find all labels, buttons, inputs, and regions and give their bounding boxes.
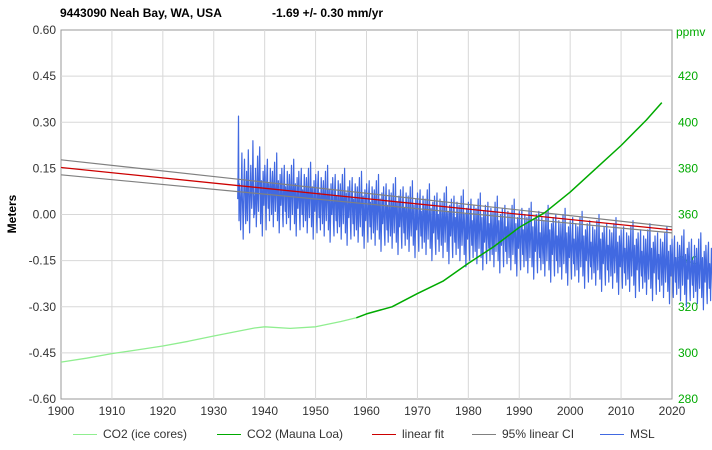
y-tick-label: 0.15 [33, 161, 57, 175]
x-tick-label: 2000 [557, 404, 584, 418]
y-tick-label: -0.15 [29, 254, 57, 268]
y-tick-label: 0.30 [33, 115, 57, 129]
series-line-ci [60, 159, 673, 228]
y-axis-label: Meters [5, 194, 19, 233]
x-tick-label: 1980 [455, 404, 482, 418]
x-tick-label: 1900 [48, 404, 75, 418]
x-axis: 1900 1910 1920 1930 1940 1950 1960 1970 1980 1990… [48, 404, 686, 418]
y2-axis-label: ppmv [676, 25, 705, 39]
y-tick-label: 0.45 [33, 69, 57, 83]
series-line-msl [237, 115, 712, 311]
y-tick-label: -0.45 [29, 346, 57, 360]
chart-title: 9443090 Neah Bay, WA, USA [60, 6, 222, 20]
y2-tick-label: 300 [678, 346, 698, 360]
y2-tick-label: 400 [678, 115, 698, 129]
legend-label: CO2 (ice cores) [103, 427, 188, 441]
y2-tick-label: 280 [678, 392, 698, 406]
x-tick-label: 1920 [149, 404, 176, 418]
x-tick-label: 2010 [608, 404, 635, 418]
x-tick-label: 1970 [404, 404, 431, 418]
legend-swatch [73, 434, 97, 435]
y2-tick-label: 360 [678, 208, 698, 222]
legend-swatch [217, 434, 241, 435]
y-tick-label: 0.60 [33, 23, 57, 37]
legend-label: CO2 (Mauna Loa) [247, 427, 344, 441]
x-tick-label: 1990 [506, 404, 533, 418]
x-tick-label: 2020 [659, 404, 686, 418]
y2-tick-label: 380 [678, 161, 698, 175]
legend-swatch [372, 434, 396, 435]
y2-tick-label: 420 [678, 69, 698, 83]
y-axis-left: 0.60 0.45 0.30 0.15 0.00 -0.15 -0.30 -0.45 -0.60 [29, 23, 57, 406]
series-line-ci [60, 174, 673, 234]
x-tick-label: 1950 [302, 404, 329, 418]
legend: CO2 (ice cores) CO2 (Mauna Loa) linear f… [0, 426, 712, 446]
series-group [60, 102, 712, 363]
x-tick-label: 1910 [99, 404, 126, 418]
series-line-co2-ice [60, 317, 357, 363]
y-tick-label: -0.60 [29, 392, 57, 406]
x-tick-label: 1930 [200, 404, 227, 418]
y2-tick-label: 320 [678, 300, 698, 314]
legend-swatch [472, 434, 496, 435]
legend-label: linear fit [402, 427, 445, 441]
x-tick-label: 1960 [353, 404, 380, 418]
chart-subtitle: -1.69 +/- 0.30 mm/yr [272, 6, 384, 20]
legend-label: MSL [630, 427, 655, 441]
series-line-co2-mauna [356, 102, 663, 319]
series-line-linear-fit [60, 166, 673, 231]
x-tick-label: 1940 [251, 404, 278, 418]
legend-swatch [600, 434, 624, 435]
legend-label: 95% linear CI [502, 427, 575, 441]
y-tick-label: 0.00 [33, 208, 57, 222]
y-tick-label: -0.30 [29, 300, 57, 314]
